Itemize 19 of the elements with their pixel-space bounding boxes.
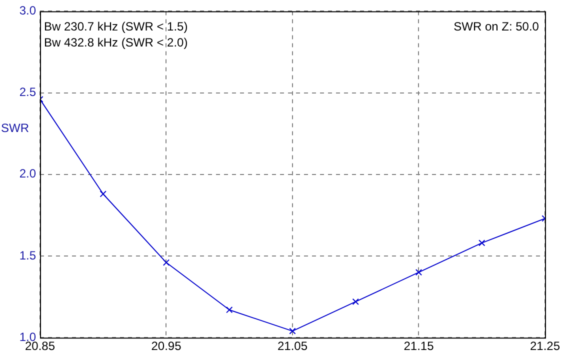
annotation: Bw 230.7 kHz (SWR < 1.5) (44, 20, 188, 34)
point (226, 306, 233, 314)
y-tick-label: 2.5 (19, 85, 36, 100)
x-tick-label: 20.95 (151, 339, 182, 354)
y-tick-label: 3.0 (19, 4, 36, 18)
annotation: SWR on Z: 50.0 (454, 20, 540, 34)
y-tick-label: 1.5 (19, 248, 36, 262)
annotation: Bw 432.8 kHz (SWR < 2.0) (44, 36, 188, 50)
point (162, 259, 170, 266)
point (478, 240, 486, 246)
y-axis-title: SWR (1, 121, 30, 136)
x-tick-label: 21.05 (277, 339, 308, 354)
x-tick-label: 21.25 (530, 339, 560, 354)
point (415, 268, 422, 276)
point (289, 328, 296, 334)
point (100, 190, 106, 198)
y-tick-label: 2.0 (19, 166, 36, 181)
x-tick-label: 21.15 (404, 339, 434, 354)
point (352, 298, 359, 306)
